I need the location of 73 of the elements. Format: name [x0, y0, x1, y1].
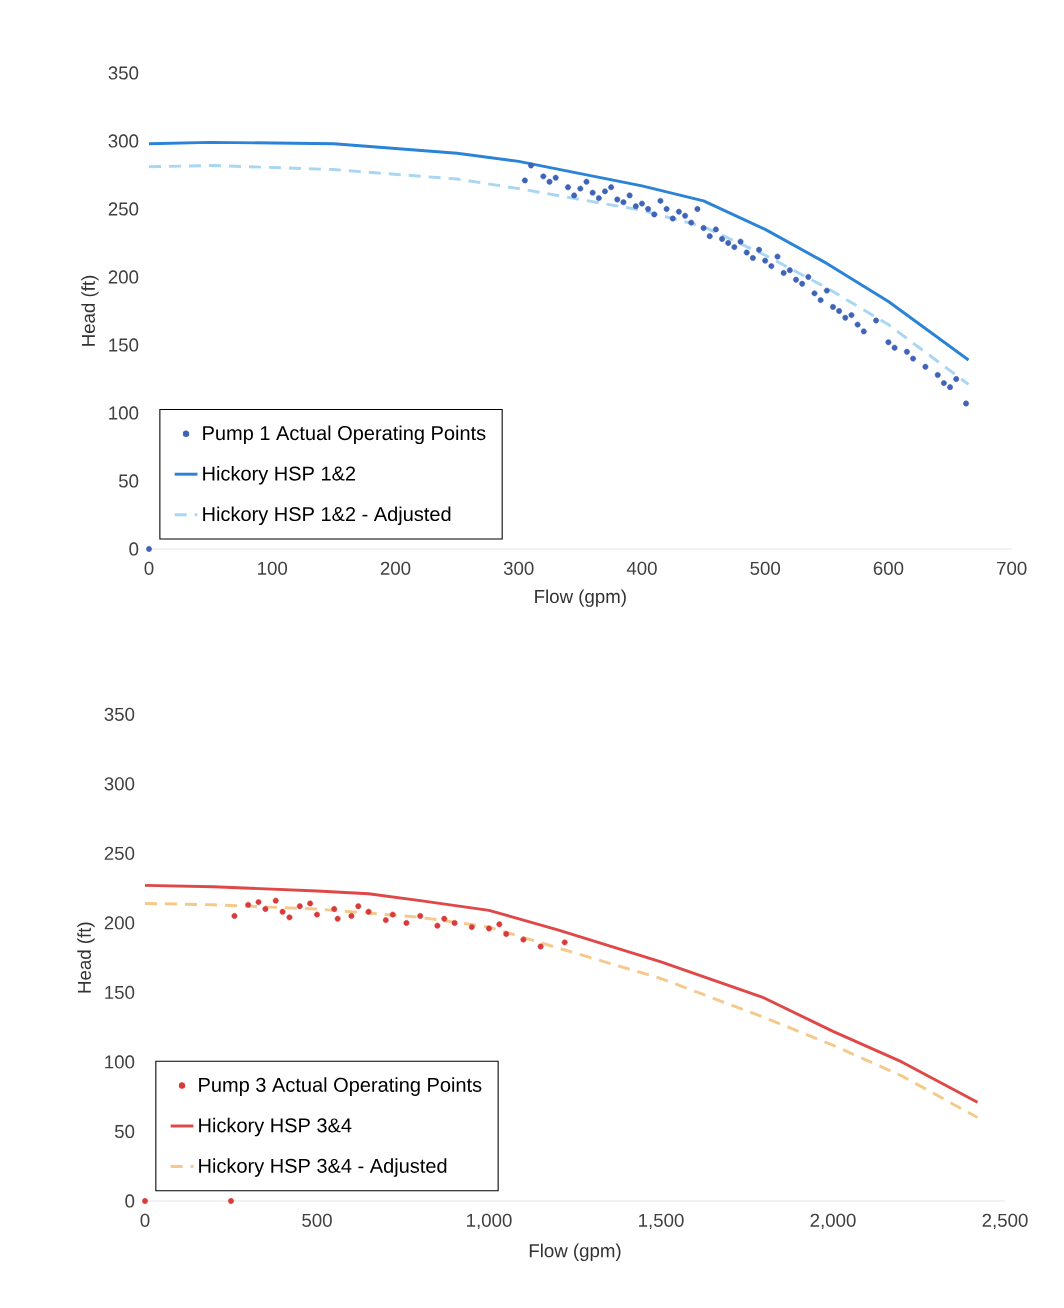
y-tick-label: 50 — [118, 474, 139, 488]
legend-label: Hickory HSP 1&2 - Adjusted — [203, 506, 451, 526]
x-tick-label: 700 — [997, 561, 1027, 575]
legend-label: Pump 3 Actual Operating Points — [199, 1077, 482, 1096]
y-tick-label: 0 — [125, 1194, 135, 1208]
point — [142, 1198, 148, 1204]
x-tick-label: 0 — [140, 1213, 150, 1227]
point — [382, 917, 389, 924]
x-tick-label: 1,500 — [639, 1213, 684, 1230]
point — [314, 911, 320, 918]
point — [389, 911, 396, 918]
point — [451, 919, 458, 926]
x-tick-label: 300 — [503, 561, 534, 575]
point — [441, 915, 448, 922]
point — [286, 914, 293, 921]
y-axis-title: Head (ft) — [77, 922, 95, 993]
point — [503, 931, 510, 937]
x-axis-title: Flow (gpm) — [529, 1243, 621, 1262]
y-tick-label: 200 — [104, 916, 135, 930]
y-tick-label: 100 — [109, 406, 139, 420]
x-tick-label: 600 — [873, 561, 904, 575]
point — [486, 925, 492, 932]
point — [365, 908, 372, 915]
x-tick-label: 400 — [626, 561, 657, 575]
y-tick-label: 300 — [104, 777, 135, 791]
point — [348, 913, 355, 919]
y-tick-label: 300 — [108, 134, 139, 148]
y-axis-title: Head (ft) — [81, 275, 99, 346]
point — [334, 915, 341, 922]
point — [296, 903, 303, 910]
line-series — [147, 164, 970, 386]
x-tick-label: 200 — [380, 561, 411, 575]
point — [307, 900, 314, 907]
y-tick-label: 350 — [104, 707, 135, 721]
point — [520, 936, 527, 943]
point — [262, 906, 269, 912]
legend-label: Pump 1 Actual Operating Points — [203, 425, 486, 445]
point — [355, 903, 362, 910]
point — [403, 919, 410, 926]
y-tick-label: 200 — [108, 270, 139, 284]
x-axis-title: Flow (gpm) — [535, 589, 626, 607]
point — [537, 943, 544, 950]
legend-label: Hickory HSP 1&2 — [203, 465, 356, 485]
x-tick-label: 2,500 — [982, 1213, 1028, 1230]
y-tick-label: 100 — [105, 1055, 135, 1069]
x-tick-label: 2,000 — [810, 1213, 856, 1230]
legend-label: Hickory HSP 3&4 — [199, 1117, 352, 1137]
point — [434, 922, 441, 929]
point — [417, 913, 424, 919]
point — [331, 906, 338, 912]
point — [228, 1198, 234, 1204]
point — [255, 899, 262, 905]
y-tick-label: 150 — [105, 985, 135, 1000]
point — [496, 921, 503, 928]
x-tick-label: 0 — [144, 561, 154, 575]
y-tick-label: 50 — [114, 1124, 135, 1139]
y-tick-label: 0 — [129, 542, 139, 556]
point — [279, 908, 286, 915]
line-series — [147, 140, 970, 362]
x-tick-label: 500 — [750, 561, 781, 575]
legend-label: Hickory HSP 3&4 - Adjusted — [199, 1158, 447, 1177]
y-tick-label: 250 — [108, 202, 139, 216]
x-tick-label: 1,000 — [467, 1213, 512, 1230]
point — [272, 897, 279, 904]
point — [245, 901, 252, 908]
x-tick-label: 100 — [258, 561, 288, 575]
point — [561, 939, 568, 946]
y-tick-label: 250 — [104, 846, 135, 860]
x-tick-label: 500 — [302, 1213, 332, 1227]
y-tick-label: 150 — [109, 338, 139, 352]
point — [468, 924, 475, 931]
y-tick-label: 350 — [108, 66, 139, 80]
point — [231, 913, 238, 919]
